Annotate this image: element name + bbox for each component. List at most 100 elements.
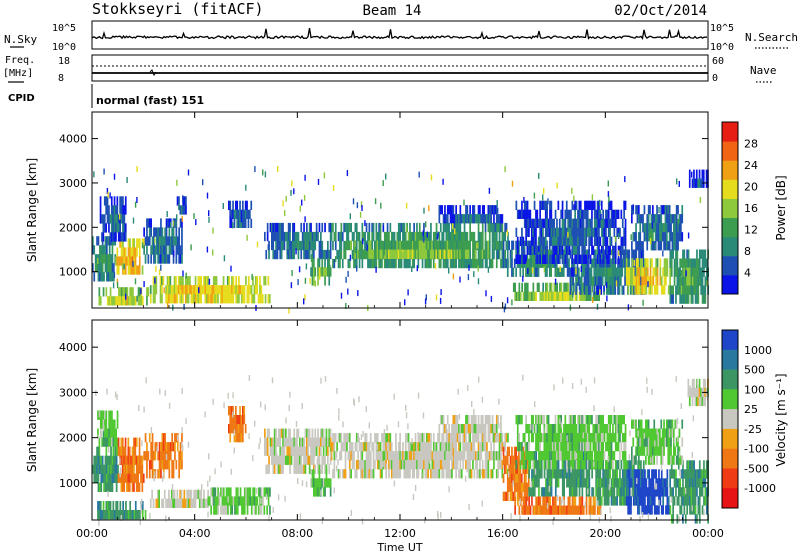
range-time-cell	[451, 214, 453, 221]
range-time-cell	[237, 218, 240, 228]
range-time-cell	[456, 433, 459, 443]
range-time-cell	[445, 433, 448, 443]
range-time-cell	[500, 460, 502, 470]
range-time-cell	[701, 294, 704, 304]
range-time-cell	[691, 469, 694, 479]
range-time-cell	[418, 240, 421, 250]
range-time-cell	[386, 240, 389, 250]
range-time-cell	[275, 222, 277, 233]
range-time-cell	[383, 240, 386, 251]
range-time-cell	[157, 236, 159, 246]
range-time-cell	[393, 231, 396, 242]
range-time-cell	[250, 505, 253, 515]
range-time-cell	[317, 464, 319, 474]
range-time-cell	[104, 455, 107, 465]
range-time-cell	[240, 285, 243, 295]
range-time-cell	[599, 218, 602, 228]
range-time-cell	[521, 505, 523, 515]
range-time-cell	[501, 249, 504, 260]
range-time-cell	[542, 194, 544, 201]
range-time-cell	[176, 442, 179, 452]
range-time-cell	[311, 428, 314, 438]
range-time-cell	[411, 442, 414, 452]
range-time-cell	[389, 433, 392, 443]
range-time-cell	[524, 496, 526, 506]
range-time-cell	[620, 496, 623, 506]
range-time-cell	[364, 249, 366, 260]
range-time-cell	[428, 240, 431, 251]
range-time-cell	[162, 245, 165, 255]
range-time-cell	[605, 281, 608, 288]
range-time-cell	[130, 296, 133, 306]
range-time-cell	[134, 446, 137, 456]
range-time-cell	[668, 205, 671, 215]
range-time-cell	[168, 498, 170, 508]
range-time-cell	[193, 489, 195, 499]
range-time-cell	[477, 222, 480, 233]
range-time-cell	[474, 433, 477, 443]
range-time-cell	[448, 451, 450, 461]
range-time-cell	[198, 498, 201, 508]
range-time-cell	[491, 469, 494, 479]
range-time-cell	[675, 232, 678, 242]
range-time-cell	[171, 236, 173, 246]
range-time-cell	[403, 222, 406, 233]
range-time-cell	[638, 478, 641, 488]
range-time-cell	[183, 498, 186, 508]
range-time-cell	[150, 254, 152, 264]
range-time-cell	[387, 249, 390, 259]
range-time-cell	[380, 249, 383, 259]
range-time-cell	[437, 433, 439, 443]
range-time-cell	[480, 433, 483, 443]
range-time-cell	[304, 216, 306, 223]
range-time-cell	[320, 437, 322, 447]
range-time-cell	[431, 240, 433, 250]
range-time-cell	[253, 294, 256, 304]
range-time-cell	[704, 487, 707, 497]
range-time-cell	[585, 505, 588, 515]
range-time-cell	[162, 236, 165, 246]
range-time-cell	[438, 442, 441, 452]
range-time-cell	[466, 205, 469, 215]
range-time-cell	[161, 433, 164, 443]
range-time-cell	[677, 223, 679, 233]
range-time-cell	[469, 451, 471, 461]
range-time-cell	[467, 415, 470, 425]
range-time-cell	[362, 442, 365, 452]
range-time-cell	[504, 303, 507, 310]
range-time-cell	[334, 433, 337, 443]
range-time-cell	[160, 254, 162, 264]
range-time-cell	[528, 245, 530, 255]
range-time-cell	[211, 496, 214, 506]
range-time-cell	[445, 442, 448, 452]
range-time-cell	[423, 460, 425, 470]
range-time-cell	[455, 222, 457, 233]
range-time-cell	[111, 510, 113, 520]
range-time-cell	[134, 437, 137, 447]
range-time-cell	[666, 267, 669, 277]
range-time-cell	[540, 487, 543, 497]
range-time-cell	[371, 231, 373, 242]
range-time-cell	[546, 496, 549, 506]
range-time-cell	[467, 433, 470, 443]
range-time-cell	[557, 291, 560, 301]
range-time-cell	[101, 232, 103, 242]
range-time-cell	[610, 258, 612, 268]
range-time-cell	[147, 254, 150, 264]
range-time-cell	[273, 464, 276, 474]
range-time-cell	[246, 496, 249, 506]
range-time-cell	[486, 469, 488, 479]
range-time-cell	[425, 469, 428, 479]
range-time-cell	[546, 291, 549, 301]
range-time-cell	[581, 496, 584, 506]
range-time-cell	[495, 415, 498, 425]
range-time-cell	[544, 267, 547, 277]
range-time-cell	[596, 218, 599, 228]
range-time-cell	[500, 433, 502, 443]
range-time-cell	[703, 294, 705, 304]
range-time-cell	[217, 285, 219, 295]
range-time-cell	[543, 187, 545, 194]
range-time-cell	[133, 482, 135, 492]
range-time-cell	[694, 294, 697, 304]
range-time-cell	[293, 428, 296, 438]
